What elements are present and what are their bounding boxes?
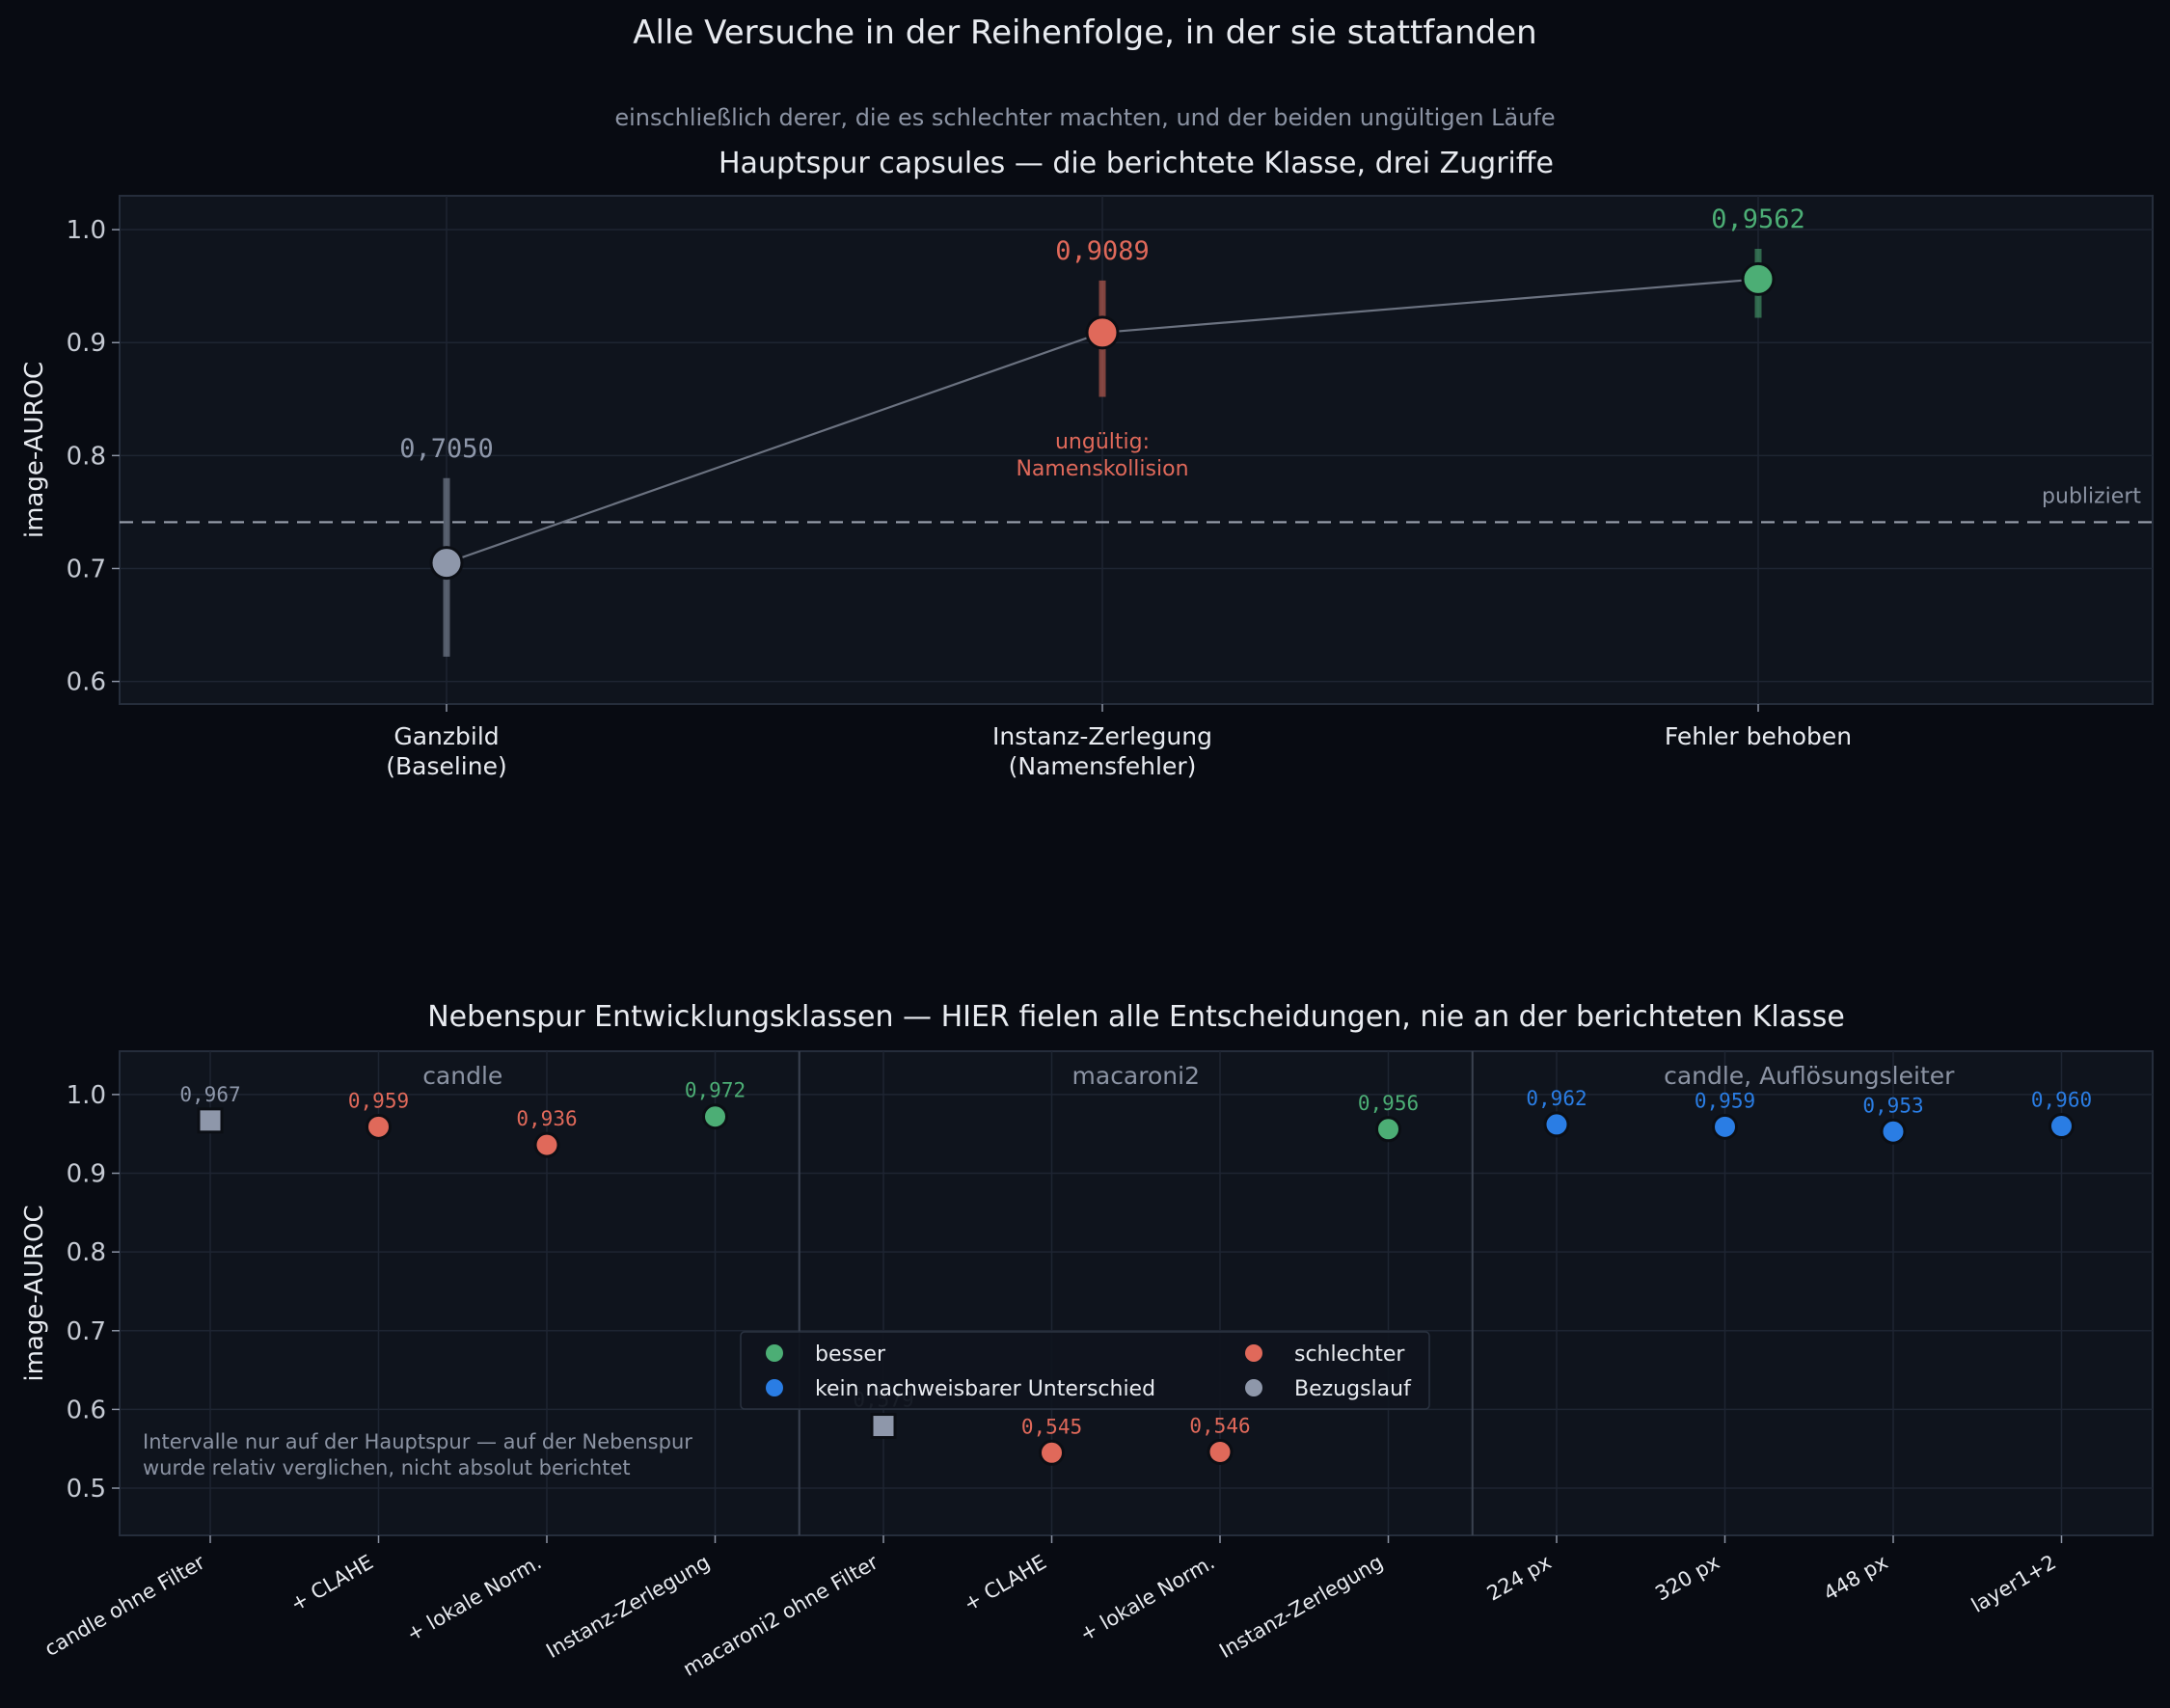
legend-marker [1245,1344,1262,1362]
group-label: macaroni2 [1072,1062,1200,1090]
data-label: 0,962 [1526,1087,1587,1110]
data-point [1880,1118,1907,1145]
data-label: 0,936 [516,1107,577,1130]
legend-marker [766,1379,783,1396]
data-point [1207,1438,1234,1465]
panel-title: Nebenspur Entwicklungsklassen — HIER fie… [427,1000,1845,1034]
y-tick-label: 0.6 [67,668,106,697]
data-label: 0,9562 [1711,204,1805,234]
data-label: 0,959 [1695,1089,1755,1112]
legend-label: Bezugslauf [1294,1377,1412,1401]
y-tick-label: 0.6 [67,1396,106,1424]
data-point [1039,1439,1065,1466]
x-tick-label: Instanz-Zerlegung (Namensfehler) [992,722,1212,780]
data-label: 0,967 [179,1083,240,1106]
data-point [533,1131,560,1158]
note-line: wurde relativ verglichen, nicht absolut … [143,1456,631,1479]
data-point [702,1103,728,1130]
data-point [1741,261,1776,296]
x-tick-label-line: Fehler behoben [1665,722,1852,750]
y-tick-label: 0.8 [67,442,106,471]
data-point [870,1413,897,1440]
data-label: 0,9089 [1055,236,1150,266]
data-label: 0,953 [1862,1094,1923,1117]
annotation-line: Namenskollision [1016,457,1188,481]
data-point [429,546,464,581]
annotation-ungueltig: ungültig: Namenskollision [1016,430,1188,481]
group-label: candle [422,1062,502,1090]
y-tick-label: 0.9 [67,329,106,358]
data-label: 0,7050 [399,434,494,464]
y-tick-label: 1.0 [67,1081,106,1110]
data-label: 0,960 [2031,1089,2092,1112]
data-label: 0,959 [348,1089,409,1112]
legend-marker [1245,1379,1262,1396]
group-label: candle, Auflösungsleiter [1664,1062,1955,1090]
y-axis-label: image-AUROC [20,1205,49,1381]
data-point [1712,1113,1738,1140]
panel-title: Hauptspur capsules — die berichtete Klas… [719,147,1554,180]
x-tick-label: Fehler behoben [1665,722,1852,750]
legend-label: besser [815,1342,886,1367]
data-point [1085,315,1120,350]
legend-marker [766,1344,783,1362]
data-label: 0,956 [1358,1092,1419,1115]
note-text: Intervalle nur auf der Hauptspur — auf d… [143,1430,692,1479]
legend: besser schlechter kein nachweisbarer Unter… [740,1331,1430,1410]
data-point [2048,1113,2075,1140]
legend-label: kein nachweisbarer Unterschied [815,1377,1155,1401]
x-tick-label-line: (Baseline) [386,752,507,780]
y-tick-label: 0.7 [67,1317,106,1346]
annotation-line: ungültig: [1055,430,1150,454]
legend-label: schlechter [1294,1342,1405,1367]
data-label: 0,972 [685,1079,746,1102]
plot-area [119,1050,2154,1536]
x-tick-label-line: (Namensfehler) [1009,752,1197,780]
x-tick-label-line: Ganzbild [393,722,499,750]
note-line: Intervalle nur auf der Hauptspur — auf d… [143,1430,692,1453]
plot-area [119,195,2154,705]
data-point [366,1113,392,1140]
y-tick-label: 0.7 [67,555,106,583]
reference-line-label: publiziert [2042,484,2141,508]
y-tick-label: 0.9 [67,1160,106,1189]
data-label: 0,545 [1021,1415,1082,1438]
y-axis-label: image-AUROC [20,362,49,538]
data-point [197,1107,224,1134]
y-tick-label: 1.0 [67,216,106,245]
data-point [1375,1116,1401,1143]
y-tick-label: 0.8 [67,1238,106,1267]
x-tick-label: Ganzbild (Baseline) [386,722,507,780]
data-point [1543,1111,1570,1138]
figure-subtitle: einschließlich derer, die es schlechter … [614,104,1555,131]
data-label: 0,546 [1189,1414,1250,1437]
x-tick-label-line: Instanz-Zerlegung [992,722,1212,750]
panel-hauptspur: Hauptspur capsules — die berichtete Klas… [20,147,2154,780]
y-tick-label: 0.5 [67,1475,106,1504]
figure-title: Alle Versuche in der Reihenfolge, in der… [633,14,1536,52]
